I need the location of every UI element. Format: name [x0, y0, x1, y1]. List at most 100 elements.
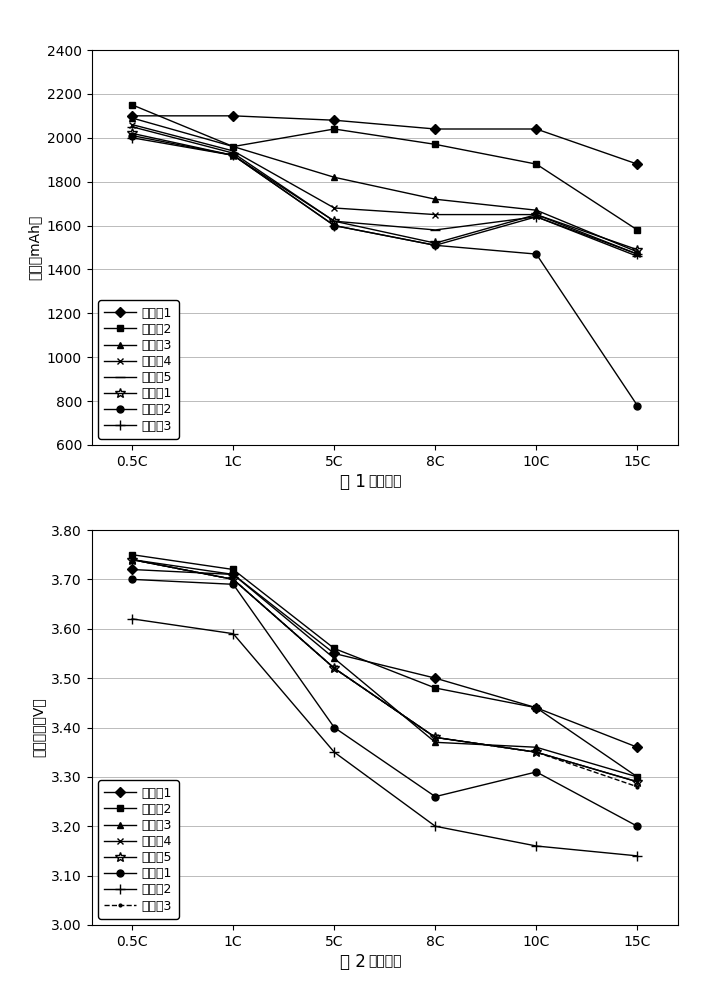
实施例5: [330, 662, 338, 674]
实施例4: [128, 119, 136, 131]
比较例3: [431, 239, 440, 251]
实施例1: [229, 110, 237, 122]
Line: 实施例3: 实施例3: [128, 556, 641, 780]
实施例4: [431, 209, 440, 221]
Line: 比较例1: 比较例1: [128, 576, 641, 830]
比较例1: [431, 791, 440, 803]
比较例2: [128, 613, 136, 625]
实施例4: [330, 662, 338, 674]
实施例4: [229, 145, 237, 157]
Line: 比较例1: 比较例1: [127, 129, 642, 255]
Line: 实施例1: 实施例1: [128, 566, 641, 751]
实施例1: [330, 114, 338, 126]
比较例1: [633, 244, 642, 256]
实施例2: [330, 123, 338, 135]
比较例3: [128, 132, 136, 144]
Legend: 实施例1, 实施例2, 实施例3, 实施例4, 实施例5, 比较例1, 比较例2, 比较例3: 实施例1, 实施例2, 实施例3, 实施例4, 实施例5, 比较例1, 比较例2…: [98, 300, 179, 439]
实施例2: [532, 702, 541, 714]
实施例2: [229, 563, 237, 575]
Legend: 实施例1, 实施例2, 实施例3, 实施例4, 实施例5, 比较例1, 比较例2, 比较例3: 实施例1, 实施例2, 实施例3, 实施例4, 实施例5, 比较例1, 比较例2…: [98, 780, 179, 919]
实施例5: [431, 731, 440, 743]
实施例3: [128, 112, 136, 124]
实施例5: [633, 250, 642, 262]
实施例1: [532, 702, 541, 714]
实施例4: [431, 731, 440, 743]
比较例2: [431, 239, 440, 251]
实施例5: [128, 121, 136, 133]
比较例3: [532, 746, 541, 758]
实施例5: [330, 215, 338, 227]
实施例3: [128, 554, 136, 566]
比较例2: [532, 840, 541, 852]
比较例2: [128, 130, 136, 142]
实施例2: [128, 549, 136, 561]
比较例3: [229, 573, 237, 585]
比较例2: [532, 248, 541, 260]
实施例2: [330, 642, 338, 654]
比较例3: [532, 211, 541, 223]
Line: 实施例5: 实施例5: [127, 555, 642, 787]
比较例1: [532, 766, 541, 778]
比较例1: [532, 209, 541, 221]
实施例2: [633, 771, 642, 783]
实施例5: [532, 211, 541, 223]
实施例3: [633, 246, 642, 258]
实施例4: [633, 776, 642, 788]
实施例3: [330, 652, 338, 664]
实施例1: [633, 158, 642, 170]
实施例5: [431, 224, 440, 236]
实施例3: [633, 771, 642, 783]
比较例3: [431, 731, 440, 743]
比较例1: [431, 237, 440, 249]
X-axis label: 放电倍率: 放电倍率: [368, 954, 402, 968]
Line: 比较例3: 比较例3: [127, 133, 642, 259]
实施例1: [633, 741, 642, 753]
比较例2: [330, 746, 338, 758]
实施例2: [431, 138, 440, 150]
Y-axis label: 中値电压（V）: 中値电压（V）: [32, 698, 46, 757]
实施例5: [532, 746, 541, 758]
Y-axis label: 容量（mAh）: 容量（mAh）: [28, 215, 41, 280]
实施例3: [431, 736, 440, 748]
比较例1: [128, 127, 136, 139]
比较例3: [128, 554, 136, 566]
实施例1: [128, 563, 136, 575]
比较例1: [229, 578, 237, 590]
实施例2: [431, 682, 440, 694]
Text: 图 1: 图 1: [340, 473, 366, 491]
Line: 比较例2: 比较例2: [128, 132, 641, 409]
Line: 实施例1: 实施例1: [128, 112, 641, 168]
实施例3: [532, 741, 541, 753]
比较例1: [633, 820, 642, 832]
实施例4: [330, 202, 338, 214]
实施例1: [229, 568, 237, 580]
比较例1: [330, 215, 338, 227]
实施例4: [128, 554, 136, 566]
比较例2: [330, 220, 338, 232]
比较例3: [633, 781, 642, 793]
比较例1: [128, 573, 136, 585]
Line: 比较例2: 比较例2: [127, 614, 642, 861]
实施例4: [532, 209, 541, 221]
实施例1: [330, 647, 338, 659]
实施例1: [431, 672, 440, 684]
比较例2: [431, 820, 440, 832]
实施例1: [532, 123, 541, 135]
比较例1: [229, 149, 237, 161]
Line: 比较例3: 比较例3: [129, 557, 640, 790]
Line: 实施例4: 实施例4: [128, 121, 641, 258]
实施例4: [532, 746, 541, 758]
比较例2: [633, 399, 642, 412]
实施例2: [128, 99, 136, 111]
实施例4: [229, 573, 237, 585]
实施例5: [229, 147, 237, 159]
实施例4: [633, 248, 642, 260]
实施例2: [633, 224, 642, 236]
实施例2: [229, 141, 237, 153]
Line: 实施例4: 实施例4: [128, 556, 641, 785]
实施例5: [229, 573, 237, 585]
Line: 实施例5: 实施例5: [127, 122, 642, 261]
实施例3: [229, 568, 237, 580]
比较例1: [330, 722, 338, 734]
实施例3: [330, 171, 338, 183]
